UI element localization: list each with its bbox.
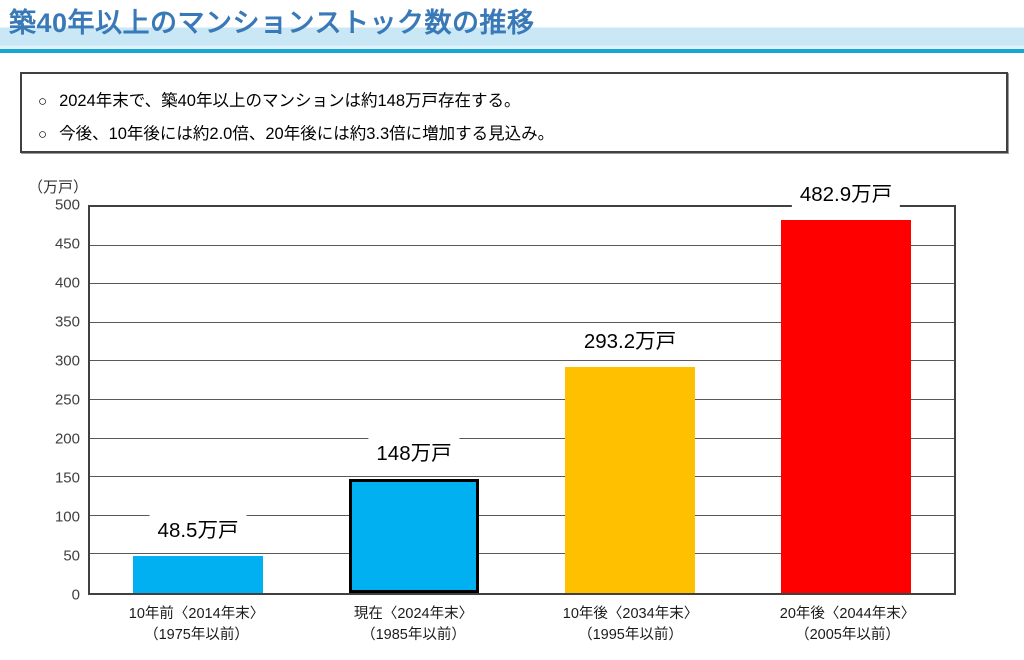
bar-3 <box>565 366 695 593</box>
y-tick-label: 100 <box>54 508 80 526</box>
y-axis-labels: 0 50 100 150 200 250 300 350 400 450 500 <box>0 197 80 604</box>
bar-slot: 482.9万戸 <box>781 176 911 593</box>
bar-value-label: 293.2万戸 <box>575 322 685 355</box>
plot-area: 48.5万戸 148万戸 293.2万戸 482.9万戸 <box>88 176 956 595</box>
bar-value-label: 482.9万戸 <box>791 176 901 209</box>
bar-slot: 48.5万戸 <box>133 207 263 593</box>
summary-box: ○ 2024年末で、築40年以上のマンションは約148万戸存在する。 ○ 今後、… <box>20 72 1008 153</box>
gridline <box>90 244 954 246</box>
gridline <box>90 476 954 478</box>
y-tick-label: 250 <box>54 391 80 409</box>
x-category-line: （1985年以前） <box>361 627 466 643</box>
x-category-label: 10年後〈2034年末〉 （1995年以前） <box>563 604 698 646</box>
circle-bullet-icon: ○ <box>38 126 48 143</box>
y-tick-label: 50 <box>63 547 80 565</box>
y-tick-label: 200 <box>54 430 80 448</box>
x-category-label: 現在〈2024年末〉 （1985年以前） <box>354 604 473 646</box>
bar-value-label: 148万戸 <box>368 434 460 467</box>
gridline <box>90 360 954 362</box>
gridline <box>90 283 954 285</box>
x-category-line: （1995年以前） <box>578 627 683 643</box>
x-category-line: 現在〈2024年末〉 <box>353 606 474 622</box>
y-tick-label: 350 <box>54 313 80 331</box>
y-tick-label: 0 <box>71 586 80 604</box>
y-tick-label: 400 <box>54 274 80 292</box>
x-category-label: 20年後〈2044年末〉 （2005年以前） <box>780 604 915 646</box>
x-category-line: 10年後〈2034年末〉 <box>562 606 699 622</box>
bar-slot: 293.2万戸 <box>565 207 695 593</box>
x-category-line: 20年後〈2044年末〉 <box>779 606 916 622</box>
bar-1 <box>133 555 263 593</box>
y-tick-label: 500 <box>54 196 80 214</box>
gridline <box>90 437 954 439</box>
bar-2 <box>349 478 479 593</box>
x-category-line: 10年前〈2014年末〉 <box>128 606 265 622</box>
page-title: 築40年以上のマンションストック数の推移 <box>9 8 535 38</box>
gridline <box>90 514 954 516</box>
bar-value-label: 48.5万戸 <box>149 511 247 544</box>
summary-bullet-1: ○ 2024年末で、築40年以上のマンションは約148万戸存在する。 <box>38 85 990 118</box>
x-axis-labels: 10年前〈2014年末〉 （1975年以前） 現在〈2024年末〉 （1985年以前）… <box>88 604 956 652</box>
gridline <box>90 399 954 400</box>
x-category-label: 10年前〈2014年末〉 （1975年以前） <box>129 604 264 646</box>
summary-bullet-1-text: 2024年末で、築40年以上のマンションは約148万戸存在する。 <box>59 92 521 110</box>
gridline <box>90 553 954 555</box>
x-category-line: （1975年以前） <box>144 627 249 643</box>
gridline <box>90 321 954 323</box>
summary-bullet-2-text: 今後、10年後には約2.0倍、20年後には約3.3倍に増加する見込み。 <box>59 125 555 143</box>
circle-bullet-icon: ○ <box>38 93 48 110</box>
page-header: 築40年以上のマンションストック数の推移 <box>0 0 1024 53</box>
bar-slot: 148万戸 <box>349 207 479 593</box>
y-tick-label: 300 <box>54 352 80 370</box>
y-tick-label: 150 <box>54 469 80 487</box>
y-axis-unit-label: （万戸） <box>28 179 89 196</box>
bar-4 <box>781 220 911 593</box>
y-tick-label: 450 <box>54 235 80 253</box>
x-category-line: （2005年以前） <box>795 627 900 643</box>
summary-bullet-2: ○ 今後、10年後には約2.0倍、20年後には約3.3倍に増加する見込み。 <box>38 118 990 151</box>
